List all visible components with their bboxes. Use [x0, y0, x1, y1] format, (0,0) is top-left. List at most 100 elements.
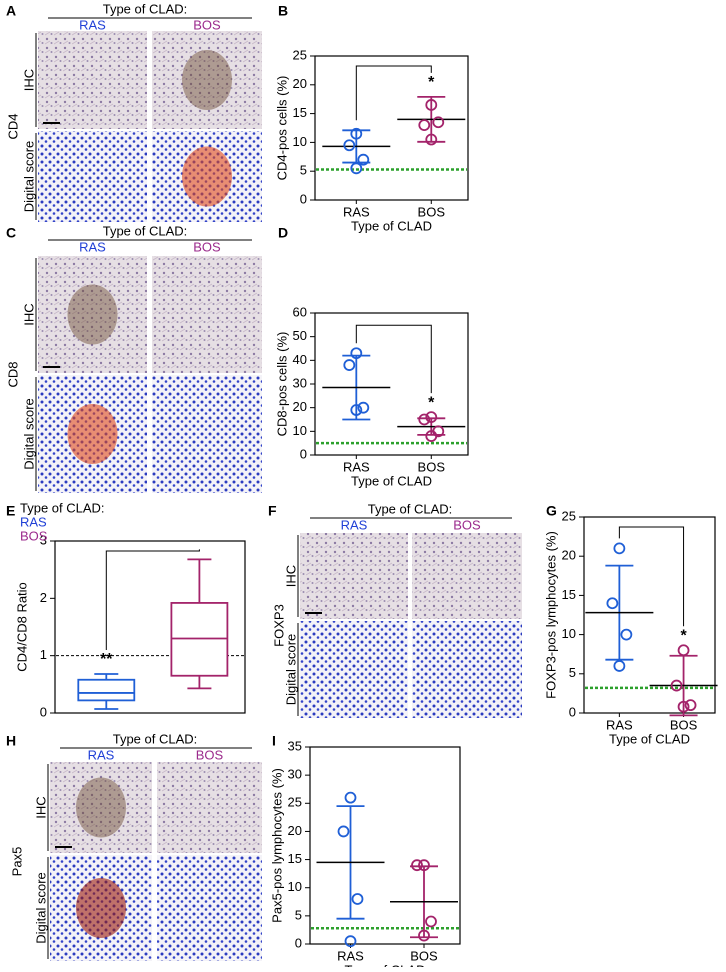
- y-tick-label: 1: [40, 647, 47, 662]
- significance-bracket: [355, 324, 432, 394]
- column-label: BOS: [193, 239, 221, 254]
- data-point: [344, 791, 357, 804]
- panel-letter: I: [272, 733, 276, 749]
- data-point: [350, 404, 363, 416]
- panel-letter: D: [278, 225, 288, 241]
- row-label: Digital score: [21, 141, 36, 213]
- y-tick-label: 0: [300, 446, 307, 461]
- data-point: [357, 153, 370, 166]
- digital-image: [157, 855, 262, 961]
- y-tick-label: 40: [293, 352, 307, 367]
- y-tick-label: 50: [293, 328, 307, 343]
- data-point: [344, 935, 357, 948]
- data-point: [343, 139, 356, 152]
- y-tick-label: 10: [562, 626, 576, 641]
- data-point: [684, 699, 697, 712]
- ihc-image: [157, 762, 262, 853]
- row-label: IHC: [33, 796, 48, 818]
- y-tick-label: 10: [293, 134, 307, 149]
- y-tick-label: 3: [40, 532, 47, 547]
- data-point: [613, 660, 626, 672]
- panel-letter: F: [268, 503, 277, 519]
- score-area: [182, 146, 232, 207]
- row-label: Digital score: [283, 634, 298, 706]
- data-point: [350, 347, 363, 360]
- legend-entry: RAS: [20, 514, 47, 529]
- y-tick-label: 35: [288, 738, 302, 753]
- row-label: Digital score: [21, 398, 36, 470]
- y-tick-label: 15: [562, 587, 576, 602]
- ihc-image: [152, 256, 262, 373]
- ihc-image: [412, 533, 522, 619]
- y-axis-label: FOXP3-pos lymphocytes (%): [543, 531, 558, 699]
- score-area: [67, 404, 118, 464]
- marker-label: Pax5: [9, 847, 24, 877]
- data-point: [343, 359, 356, 371]
- data-point: [432, 116, 445, 129]
- x-axis-label: Type of CLAD: [345, 962, 426, 967]
- ihc-image: [152, 31, 262, 129]
- ihc-image: [38, 256, 147, 373]
- data-point: [425, 411, 438, 424]
- data-point: [418, 859, 430, 872]
- y-axis-label: CD4/CD8 Ratio: [14, 582, 29, 672]
- column-header: Type of CLAD:: [103, 1, 188, 16]
- column-label: RAS: [341, 517, 368, 532]
- data-point: [613, 542, 626, 555]
- y-tick-label: 30: [293, 375, 307, 390]
- data-point: [620, 628, 633, 641]
- column-label: BOS: [196, 747, 224, 762]
- x-tick-label: BOS: [670, 717, 698, 732]
- plot-frame: [309, 746, 461, 945]
- data-point: [350, 127, 363, 140]
- row-label: IHC: [283, 565, 298, 587]
- y-tick-label: 0: [295, 935, 302, 950]
- data-point: [425, 915, 437, 928]
- y-axis-label: Pax5-pos lymphocytes (%): [269, 768, 284, 923]
- stain-area: [182, 50, 232, 110]
- y-tick-label: 15: [293, 105, 307, 120]
- marker-label: FOXP3: [271, 604, 286, 647]
- data-point: [351, 893, 364, 905]
- x-tick-label: RAS: [343, 459, 370, 474]
- data-point: [425, 99, 438, 111]
- column-label: RAS: [88, 747, 115, 762]
- significance-bracket: [355, 65, 432, 121]
- y-tick-label: 0: [569, 704, 576, 719]
- x-tick-label: BOS: [410, 948, 438, 963]
- ihc-image: [38, 31, 147, 129]
- legend-entry: BOS: [20, 528, 48, 543]
- marker-label: CD8: [5, 361, 20, 387]
- x-axis-label: Type of CLAD: [351, 473, 432, 488]
- panel-letter: H: [6, 733, 16, 749]
- data-point: [411, 859, 423, 872]
- marker-label: CD4: [5, 113, 20, 139]
- row-label: IHC: [21, 69, 36, 91]
- y-tick-label: 20: [562, 548, 576, 563]
- score-area: [76, 878, 126, 938]
- panel-letter: B: [278, 3, 288, 19]
- row-label: Digital score: [33, 872, 48, 944]
- data-point: [418, 119, 431, 132]
- x-axis-label: Type of CLAD: [609, 731, 690, 746]
- data-point: [418, 929, 430, 942]
- column-header: Type of CLAD:: [113, 731, 198, 746]
- y-tick-label: 5: [569, 665, 576, 680]
- y-tick-label: 20: [288, 823, 302, 838]
- legend-title: Type of CLAD:: [20, 500, 105, 515]
- data-point: [425, 133, 438, 146]
- panel-letter: G: [546, 503, 557, 519]
- y-axis-label: CD8-pos cells (%): [274, 332, 289, 437]
- data-point: [357, 401, 370, 414]
- y-tick-label: 25: [293, 47, 307, 62]
- digital-image: [412, 621, 522, 718]
- column-label: BOS: [453, 517, 481, 532]
- y-tick-label: 5: [295, 907, 302, 922]
- column-label: RAS: [79, 239, 106, 254]
- significance-label: *: [428, 394, 435, 411]
- plot-frame: [314, 55, 469, 201]
- panel-letter: A: [6, 3, 16, 19]
- y-tick-label: 10: [288, 879, 302, 894]
- x-tick-label: RAS: [343, 204, 370, 219]
- y-tick-label: 5: [300, 163, 307, 178]
